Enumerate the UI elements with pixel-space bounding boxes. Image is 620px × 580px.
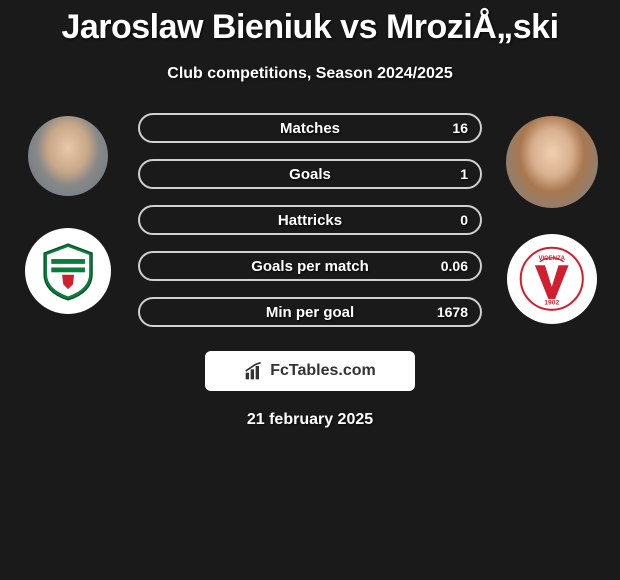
left-player-column: [8, 113, 128, 314]
stat-label: Hattricks: [278, 212, 342, 229]
stat-label: Min per goal: [266, 304, 354, 321]
branding-text: FcTables.com: [270, 362, 376, 380]
player1-face-placeholder: [28, 116, 108, 196]
svg-text:VICENZA: VICENZA: [539, 256, 566, 262]
stat-label: Goals: [289, 166, 331, 183]
stat-bar-min-per-goal: Min per goal 1678: [138, 297, 482, 327]
player2-club-badge: VICENZA 1902: [507, 234, 597, 324]
stat-bar-matches: Matches 16: [138, 113, 482, 143]
date-text: 21 february 2025: [0, 411, 620, 429]
lechia-gdansk-crest-icon: [38, 241, 98, 301]
vicenza-crest-icon: VICENZA 1902: [518, 245, 586, 313]
stat-value: 0: [460, 212, 468, 228]
page-title: Jaroslaw Bieniuk vs MroziÅ„ski: [0, 0, 620, 47]
stat-value: 1678: [437, 304, 468, 320]
player2-face-placeholder: [506, 116, 598, 208]
stat-label: Goals per match: [251, 258, 369, 275]
player2-avatar: [506, 116, 598, 208]
content-area: Matches 16 Goals 1 Hattricks 0 Goals per…: [0, 113, 620, 327]
page-subtitle: Club competitions, Season 2024/2025: [0, 65, 620, 83]
player1-club-badge: [25, 228, 111, 314]
stat-bar-goals: Goals 1: [138, 159, 482, 189]
stat-value: 16: [452, 120, 468, 136]
stats-column: Matches 16 Goals 1 Hattricks 0 Goals per…: [128, 113, 492, 327]
stat-label: Matches: [280, 120, 340, 137]
stat-value: 0.06: [441, 258, 468, 274]
right-player-column: VICENZA 1902: [492, 113, 612, 324]
svg-text:1902: 1902: [544, 300, 559, 307]
stat-value: 1: [460, 166, 468, 182]
player1-avatar: [28, 116, 108, 196]
chart-bars-icon: [244, 361, 264, 381]
stat-bar-hattricks: Hattricks 0: [138, 205, 482, 235]
branding-badge[interactable]: FcTables.com: [205, 351, 415, 391]
stat-bar-goals-per-match: Goals per match 0.06: [138, 251, 482, 281]
